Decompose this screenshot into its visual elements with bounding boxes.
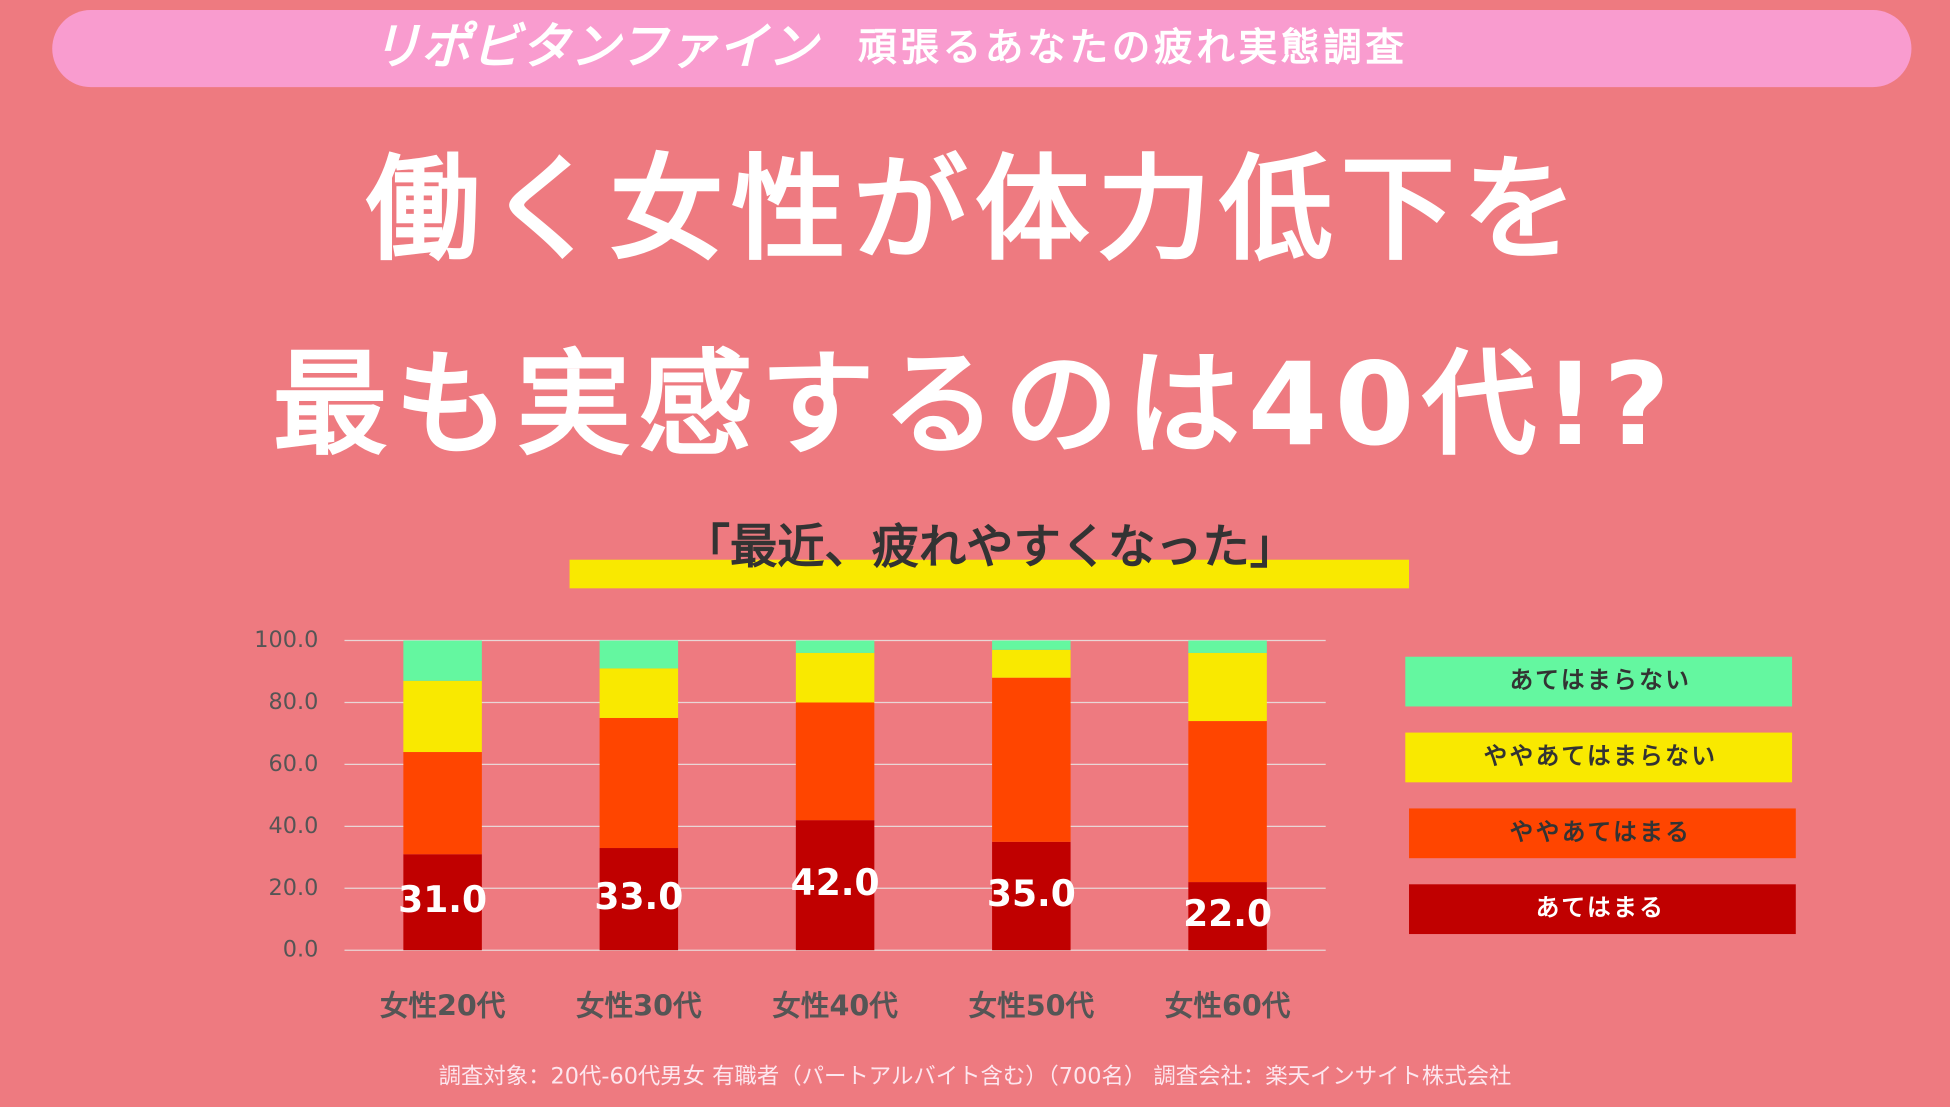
bar-segment — [795, 820, 875, 951]
bar-segment — [992, 677, 1071, 842]
value-label: 31.0 — [398, 879, 487, 921]
value-label: 42.0 — [791, 862, 880, 904]
legend-label: ややあてはまらない — [1484, 742, 1718, 770]
x-tick-label: 女性30代 — [576, 988, 702, 1022]
bar-segment — [992, 640, 1071, 650]
bar-segment — [599, 640, 679, 669]
header-banner — [52, 10, 1912, 88]
bar-segment — [992, 841, 1071, 951]
bar-segment — [992, 649, 1071, 678]
brand: リポビタンファイン — [371, 17, 820, 75]
x-tick-label: 女性40代 — [772, 988, 898, 1022]
value-label: 22.0 — [1183, 893, 1272, 935]
y-tick-label: 100.0 — [254, 627, 318, 653]
title-line: 働く女性が体力低下を — [366, 143, 1585, 276]
legend-swatch — [1409, 884, 1796, 935]
value-label: 33.0 — [594, 876, 683, 918]
x-tick-label: 女性50代 — [969, 988, 1095, 1022]
legend-label: あてはまらない — [1510, 666, 1692, 694]
value-label: 35.0 — [987, 873, 1076, 915]
legend-label: あてはまる — [1536, 894, 1666, 922]
y-tick-label: 0.0 — [283, 937, 319, 963]
bar-segment — [795, 652, 875, 703]
legend-label: ややあてはまる — [1510, 818, 1692, 846]
y-tick-label: 60.0 — [269, 751, 319, 777]
tagline: 頑張るあなたの疲れ実態調査 — [858, 25, 1408, 70]
bar-segment — [403, 680, 482, 753]
bar-segment — [795, 640, 875, 653]
legend-swatch — [1405, 732, 1793, 783]
legend-swatch — [1405, 656, 1793, 707]
bar-segment — [403, 640, 482, 681]
bar-segment — [403, 752, 482, 855]
bar-segment — [599, 717, 679, 849]
legend-swatch — [1409, 808, 1796, 859]
y-tick-label: 20.0 — [269, 875, 319, 901]
x-tick-label: 女性20代 — [380, 988, 506, 1022]
y-tick-label: 80.0 — [269, 689, 319, 715]
y-tick-label: 40.0 — [269, 813, 319, 839]
bar-segment — [795, 702, 875, 821]
bar-segment — [403, 854, 482, 951]
bar-segment — [599, 668, 679, 718]
bar-segment — [1188, 882, 1267, 951]
source-note: 調査対象：20代-60代男女 有職者（パートアルバイト含む）（700名） 調査会… — [439, 1064, 1512, 1090]
bar-segment — [1188, 640, 1267, 653]
bar-segment — [1188, 652, 1267, 722]
title-line: 最も実感するのは40代!? — [273, 338, 1677, 471]
subtitle-highlight — [569, 559, 1410, 589]
subtitle: 「最近、疲れやすくなった」 — [683, 520, 1297, 575]
x-tick-label: 女性60代 — [1165, 988, 1291, 1022]
bar-segment — [599, 848, 679, 951]
bar-segment — [1188, 721, 1267, 883]
